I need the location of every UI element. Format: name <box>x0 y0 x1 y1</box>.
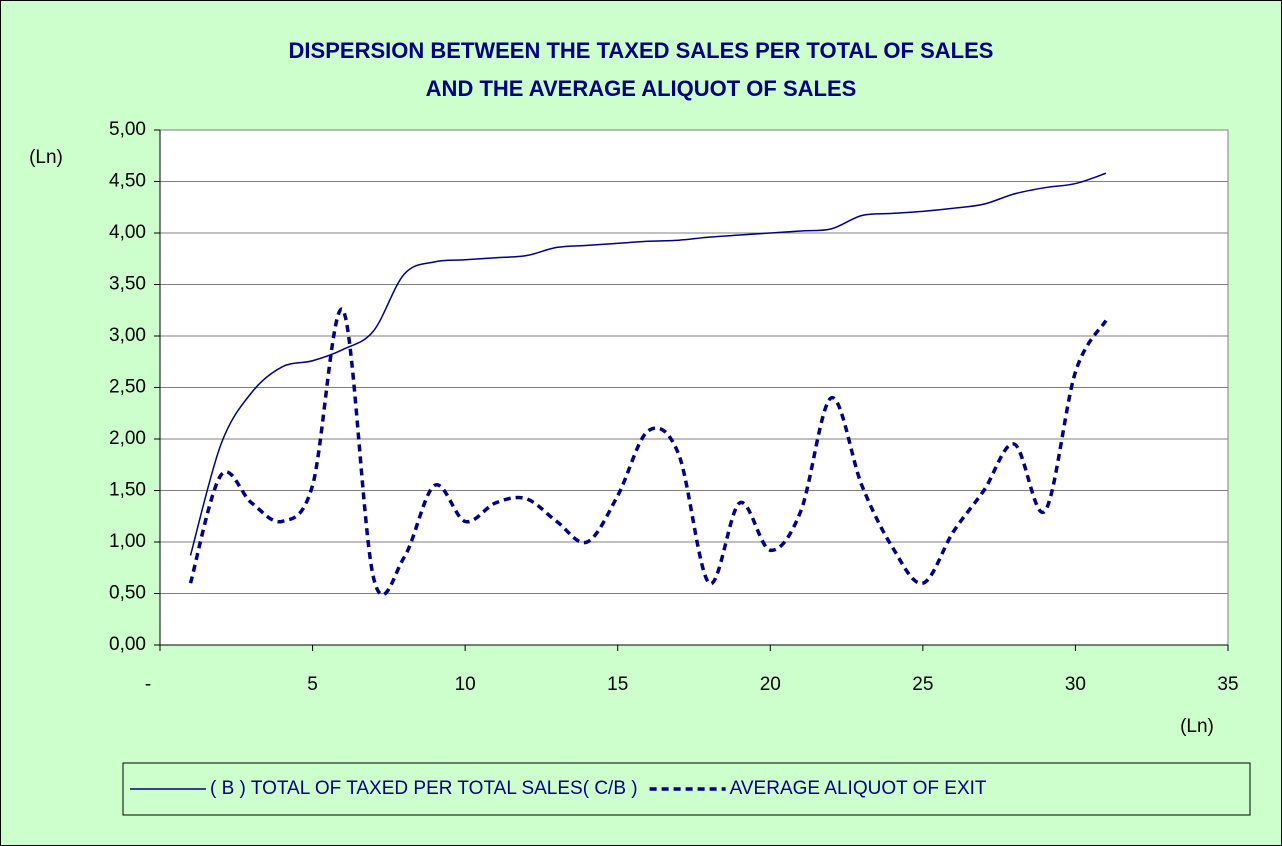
y-tick-label: 0,50 <box>109 583 146 604</box>
x-tick-label: 5 <box>307 674 318 695</box>
y-tick-label: 3,50 <box>109 274 146 295</box>
series-line <box>189 172 1107 556</box>
x-tick-label: 15 <box>607 674 628 695</box>
x-tick-label: 20 <box>760 674 781 695</box>
chart-title: DISPERSION BETWEEN THE TAXED SALES PER T… <box>289 38 994 63</box>
y-tick-label: 4,00 <box>109 222 146 243</box>
x-tick-label: - <box>145 674 151 695</box>
y-tick-label: 4,50 <box>109 171 146 192</box>
y-tick-label: 5,00 <box>109 119 146 140</box>
y-tick-label: 0,00 <box>109 634 146 655</box>
legend <box>122 762 1251 816</box>
legend-label: ( B ) TOTAL OF TAXED PER TOTAL SALES( C/… <box>210 778 638 799</box>
series-line <box>188 307 1108 597</box>
y-tick-label: 2,00 <box>109 428 146 449</box>
x-tick-label: 10 <box>455 674 476 695</box>
x-axis-label: (Ln) <box>1180 716 1214 737</box>
y-axis-label: (Ln) <box>29 147 63 168</box>
x-tick-label: 25 <box>912 674 933 695</box>
x-tick-label: 35 <box>1217 674 1238 695</box>
y-tick-label: 3,00 <box>109 325 146 346</box>
chart-title: AND THE AVERAGE ALIQUOT OF SALES <box>426 76 857 101</box>
y-tick-label: 1,00 <box>109 531 146 552</box>
legend-label: AVERAGE ALIQUOT OF EXIT <box>730 778 987 799</box>
x-tick-label: 30 <box>1065 674 1086 695</box>
y-tick-label: 1,50 <box>109 480 146 501</box>
y-tick-label: 2,50 <box>109 377 146 398</box>
